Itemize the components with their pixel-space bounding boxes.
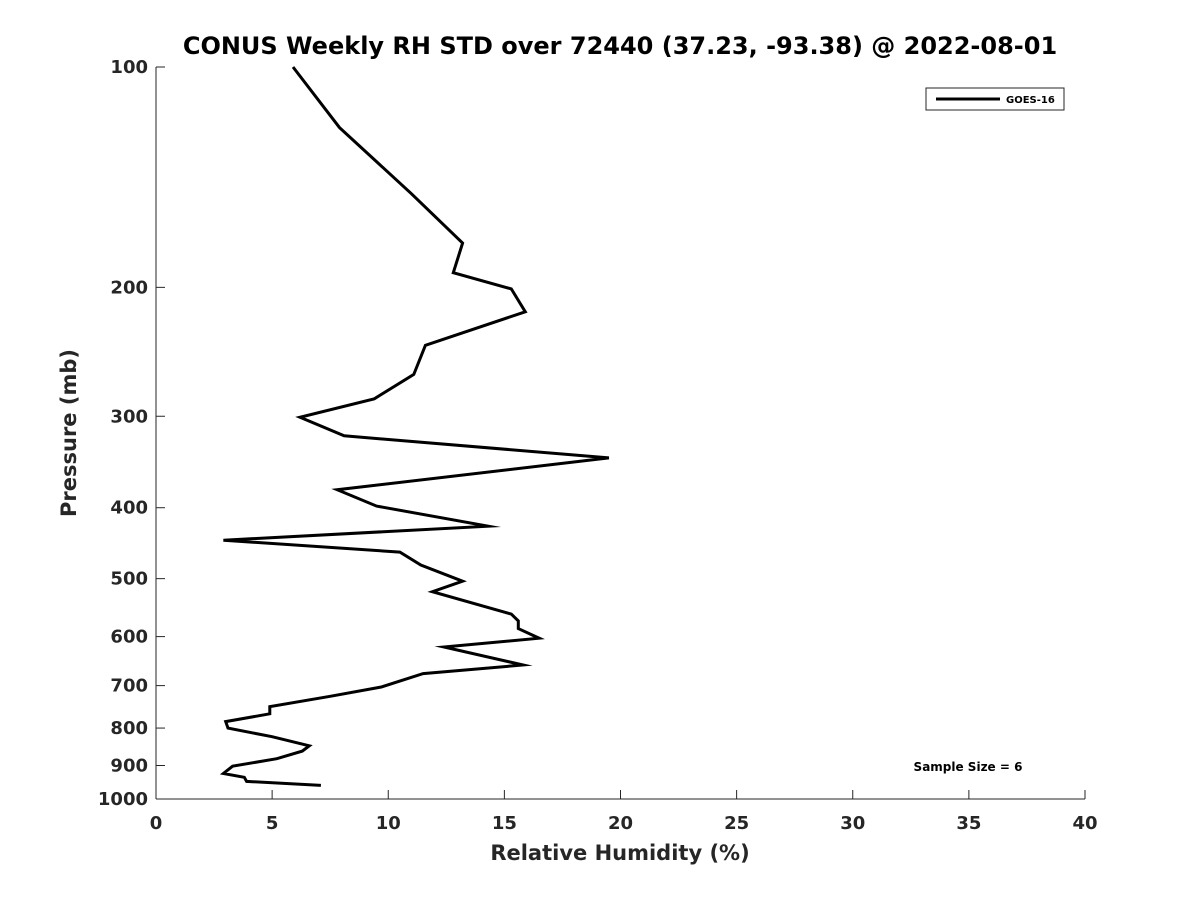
series-line-goes-16 xyxy=(219,66,610,787)
y-axis-label: Pressure (mb) xyxy=(57,349,81,517)
legend-label-goes-16: GOES-16 xyxy=(1006,95,1055,106)
x-tick-label: 25 xyxy=(724,813,749,834)
x-tick-label: 10 xyxy=(376,813,401,834)
x-axis-ticks: 0 5 10 15 20 25 30 35 40 xyxy=(150,790,1098,834)
series-layer xyxy=(219,66,610,787)
x-tick-label: 5 xyxy=(266,813,279,834)
x-tick-label: 0 xyxy=(150,813,163,834)
legend: GOES-16 xyxy=(925,87,1065,111)
sample-size-annotation: Sample Size = 6 xyxy=(914,760,1023,774)
y-tick-label: 400 xyxy=(110,498,148,519)
y-tick-label: 200 xyxy=(110,277,148,298)
x-axis-label: Relative Humidity (%) xyxy=(490,841,749,865)
y-tick-label: 500 xyxy=(110,569,148,590)
y-axis-ticks: 100 200 300 400 500 600 700 800 900 1000 xyxy=(98,57,165,810)
y-tick-label: 900 xyxy=(110,756,148,777)
x-tick-label: 30 xyxy=(840,813,865,834)
y-tick-label: 100 xyxy=(110,57,148,78)
x-tick-label: 15 xyxy=(492,813,517,834)
chart-title: CONUS Weekly RH STD over 72440 (37.23, -… xyxy=(183,32,1057,60)
y-tick-label: 300 xyxy=(110,406,148,427)
x-tick-label: 20 xyxy=(608,813,633,834)
y-tick-label: 700 xyxy=(110,676,148,697)
x-tick-label: 40 xyxy=(1072,813,1097,834)
y-tick-label: 600 xyxy=(110,627,148,648)
y-tick-label: 800 xyxy=(110,718,148,739)
y-tick-label: 1000 xyxy=(98,789,148,810)
x-tick-label: 35 xyxy=(956,813,981,834)
plot-area xyxy=(156,67,1085,799)
